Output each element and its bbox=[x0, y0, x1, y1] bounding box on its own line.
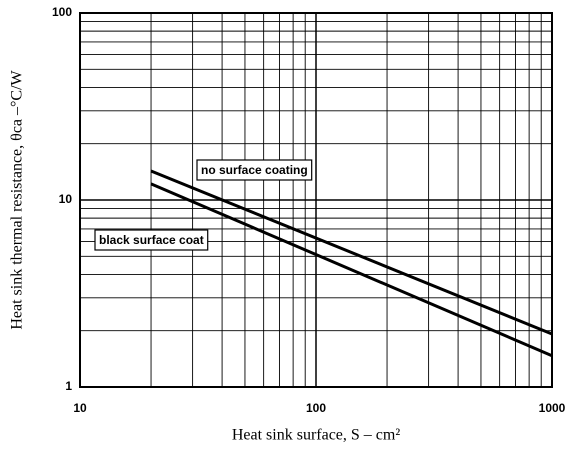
series-line bbox=[150, 182, 553, 358]
y-axis-label: Heat sink thermal resistance, θca –°C/W bbox=[9, 69, 26, 329]
label-box bbox=[196, 159, 313, 181]
label-box bbox=[94, 229, 209, 251]
y-tick-label: 100 bbox=[52, 5, 72, 19]
series-label: black surface coat bbox=[99, 233, 204, 247]
plot-frame bbox=[79, 12, 553, 388]
series-label: no surface coating bbox=[201, 163, 308, 177]
x-tick-label: 10 bbox=[73, 401, 87, 415]
y-tick-label: 1 bbox=[65, 379, 72, 393]
x-tick-label: 1000 bbox=[539, 401, 566, 415]
x-axis-label: Heat sink surface, S – cm² bbox=[232, 427, 401, 444]
y-tick-label: 10 bbox=[59, 192, 73, 206]
series-line bbox=[150, 169, 553, 336]
x-tick-label: 100 bbox=[306, 401, 326, 415]
